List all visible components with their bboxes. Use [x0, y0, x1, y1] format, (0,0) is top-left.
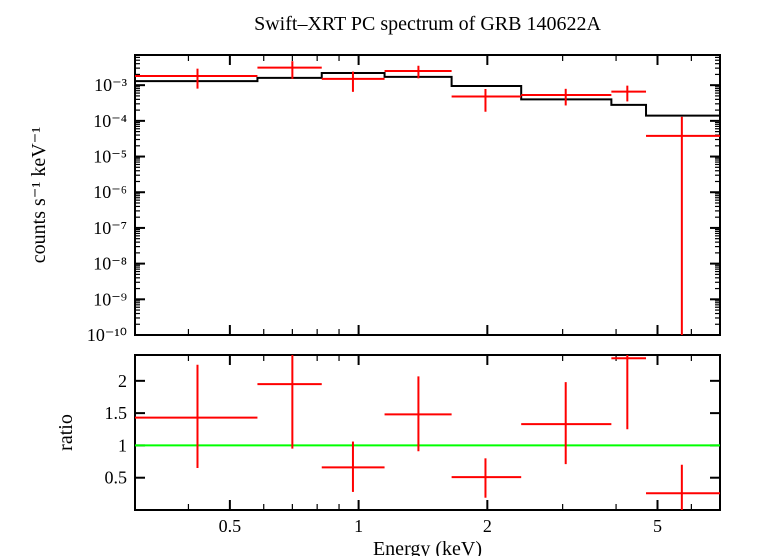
top-y-tick-label: 10⁻⁶: [93, 182, 127, 202]
top-panel-content: [135, 61, 720, 335]
x-axis-label: Energy (keV): [373, 538, 482, 556]
x-tick-label: 2: [483, 516, 492, 536]
chart-container: 0.5 1 2 5 10⁻¹⁰ 10⁻⁹ 10⁻⁸ 10⁻⁷ 10⁻⁶ 10⁻⁵ 10⁻⁴ 10⁻³ 0…: [0, 0, 758, 556]
top-y-tick-label: 10⁻⁵: [93, 147, 127, 167]
bottom-y-axis-label: ratio: [55, 414, 77, 451]
top-y-tick-label: 10⁻⁴: [93, 111, 127, 131]
top-y-axis-label: counts s⁻¹ keV⁻¹: [28, 127, 50, 263]
top-y-tick-label: 10⁻⁸: [93, 254, 127, 274]
x-tick-label: 5: [653, 516, 662, 536]
bottom-panel-content: [135, 284, 720, 542]
top-panel-frame: [135, 55, 720, 335]
model-step-line: [135, 73, 720, 116]
bottom-y-tick-label: 1.5: [105, 403, 128, 423]
spectrum-chart: 0.5 1 2 5 10⁻¹⁰ 10⁻⁹ 10⁻⁸ 10⁻⁷ 10⁻⁶ 10⁻⁵ 10⁻⁴ 10⁻³ 0…: [0, 0, 758, 556]
top-y-tick-label: 10⁻⁹: [93, 289, 127, 309]
top-y-tick-label: 10⁻³: [94, 75, 128, 95]
bottom-y-tick-label: 1: [118, 435, 127, 455]
x-tick-label: 0.5: [219, 516, 242, 536]
bottom-y-tick-label: 0.5: [105, 468, 128, 488]
x-tick-label: 1: [354, 516, 363, 536]
chart-title: Swift–XRT PC spectrum of GRB 140622A: [254, 13, 601, 35]
bottom-panel-frame: [135, 355, 720, 510]
bottom-y-tick-label: 2: [118, 371, 127, 391]
top-y-tick-label: 10⁻¹⁰: [87, 325, 127, 345]
top-y-tick-label: 10⁻⁷: [93, 218, 127, 238]
